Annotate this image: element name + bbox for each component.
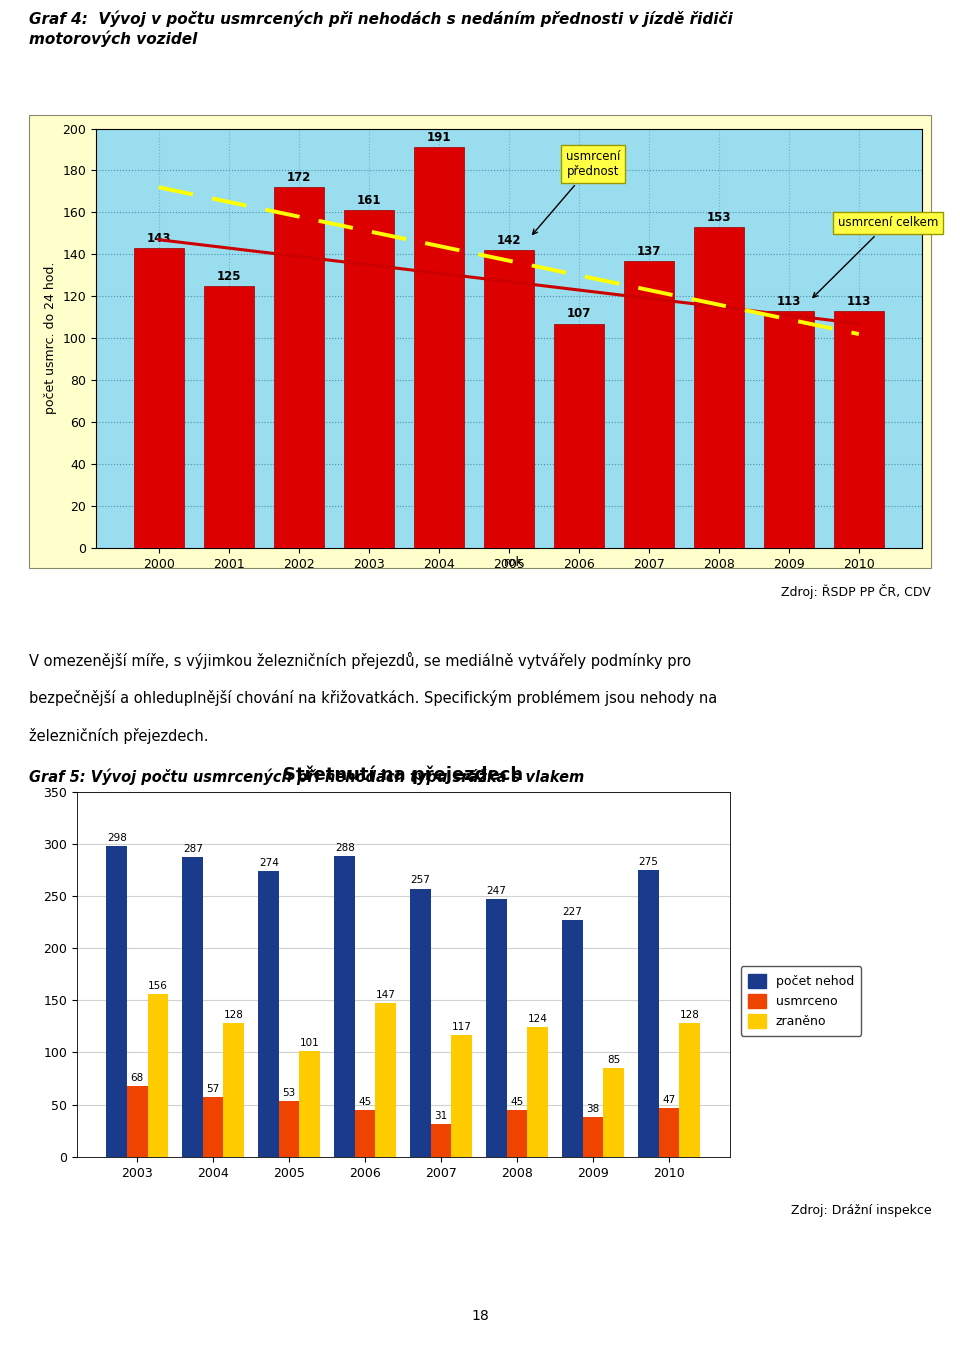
Text: 124: 124: [528, 1015, 547, 1024]
Text: 128: 128: [224, 1011, 244, 1020]
Bar: [148, 994, 168, 1157]
Text: 143: 143: [147, 231, 171, 245]
Bar: [833, 311, 884, 548]
Bar: [563, 920, 583, 1157]
Text: 257: 257: [411, 875, 431, 885]
Text: 125: 125: [217, 269, 241, 283]
Bar: [334, 856, 355, 1157]
Y-axis label: počet usmrc. do 24 hod.: počet usmrc. do 24 hod.: [44, 262, 57, 414]
Text: 57: 57: [206, 1084, 220, 1095]
Bar: [414, 147, 464, 548]
Bar: [344, 210, 394, 548]
Text: 142: 142: [496, 234, 521, 248]
Text: 137: 137: [636, 245, 661, 257]
Bar: [133, 248, 184, 548]
Bar: [431, 1124, 451, 1157]
Bar: [258, 871, 279, 1157]
Legend: počet nehod, usmrceno, zraněno: počet nehod, usmrceno, zraněno: [741, 966, 861, 1036]
Text: 117: 117: [452, 1022, 471, 1031]
Bar: [583, 1118, 604, 1157]
Text: 227: 227: [563, 907, 583, 917]
Text: Zdroj: ŘSDP PP ČR, CDV: Zdroj: ŘSDP PP ČR, CDV: [781, 584, 931, 599]
Text: 68: 68: [131, 1073, 144, 1082]
Text: 31: 31: [435, 1111, 447, 1122]
Bar: [484, 250, 534, 548]
Text: 153: 153: [707, 211, 732, 225]
Text: 53: 53: [282, 1088, 296, 1099]
Text: 274: 274: [259, 858, 278, 867]
Text: V omezenější míře, s výjimkou železničních přejezdů, se mediálně vytvářely podmí: V omezenější míře, s výjimkou železniční…: [29, 652, 691, 670]
Bar: [107, 846, 127, 1157]
Bar: [375, 1004, 396, 1157]
Text: usmrcení celkem: usmrcení celkem: [813, 216, 938, 298]
Bar: [279, 1101, 300, 1157]
Bar: [554, 323, 604, 548]
Bar: [204, 285, 254, 548]
Text: usmrcení
přednost: usmrcení přednost: [533, 150, 620, 234]
Bar: [487, 898, 507, 1157]
Title: Střetnutí na přejezdech: Střetnutí na přejezdech: [283, 766, 523, 785]
Bar: [411, 889, 431, 1157]
Bar: [224, 1023, 244, 1157]
Bar: [624, 261, 674, 548]
Bar: [694, 227, 744, 548]
Bar: [507, 1109, 527, 1157]
Bar: [127, 1086, 148, 1157]
Text: 298: 298: [107, 832, 127, 843]
Text: 161: 161: [356, 195, 381, 207]
Bar: [203, 1097, 224, 1157]
Text: 147: 147: [375, 990, 396, 1000]
Text: 85: 85: [607, 1055, 620, 1065]
Text: 45: 45: [359, 1097, 372, 1107]
Text: 113: 113: [847, 295, 871, 308]
Text: 47: 47: [662, 1095, 676, 1104]
Text: Graf 4:  Vývoj v počtu usmrcených při nehodách s nedáním přednosti v jízdě řidič: Graf 4: Vývoj v počtu usmrcených při neh…: [29, 11, 732, 46]
Bar: [527, 1027, 548, 1157]
Text: 191: 191: [426, 131, 451, 145]
Text: Zdroj: Drážní inspekce: Zdroj: Drážní inspekce: [791, 1204, 931, 1218]
Text: 18: 18: [471, 1310, 489, 1323]
Text: 247: 247: [487, 886, 507, 896]
Text: 113: 113: [777, 295, 801, 308]
Bar: [355, 1109, 375, 1157]
Text: železničních přejezdech.: železničních přejezdech.: [29, 728, 208, 744]
Bar: [300, 1051, 320, 1157]
Bar: [274, 187, 324, 548]
Text: 172: 172: [287, 170, 311, 184]
Text: 287: 287: [182, 844, 203, 854]
Bar: [451, 1035, 472, 1157]
Text: 101: 101: [300, 1038, 320, 1049]
Text: bezpečnější a ohleduplnější chování na křižovatkách. Specifickým problémem jsou : bezpečnější a ohleduplnější chování na k…: [29, 690, 717, 706]
Text: rok: rok: [504, 556, 523, 570]
Bar: [763, 311, 814, 548]
Text: 45: 45: [511, 1097, 524, 1107]
Text: Graf 5: Vývoj počtu usmrcených při nehodách typu srážka s vlakem: Graf 5: Vývoj počtu usmrcených při nehod…: [29, 769, 584, 785]
Text: 107: 107: [566, 307, 591, 321]
Bar: [659, 1108, 680, 1157]
Text: 156: 156: [148, 981, 168, 990]
Bar: [680, 1023, 700, 1157]
Bar: [182, 858, 203, 1157]
Text: 288: 288: [335, 843, 354, 854]
Text: 128: 128: [680, 1011, 700, 1020]
Text: 38: 38: [587, 1104, 600, 1114]
Bar: [638, 870, 659, 1157]
Text: 275: 275: [638, 856, 659, 867]
Bar: [604, 1068, 624, 1157]
